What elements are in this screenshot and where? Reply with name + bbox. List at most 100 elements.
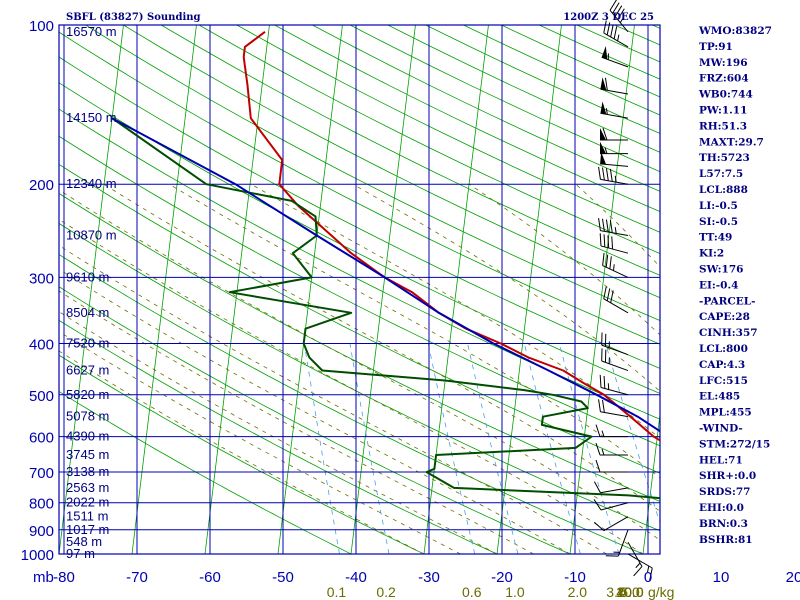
height-label: 2022 m xyxy=(66,495,109,510)
wind-barb xyxy=(600,141,628,155)
dewpoint-line xyxy=(111,117,660,500)
sounding-index: WB0:744 xyxy=(698,89,753,101)
wind-barb xyxy=(598,166,629,185)
pressure-unit: mb xyxy=(33,569,54,586)
pressure-tick-label: 900 xyxy=(29,523,54,540)
parcel-line xyxy=(111,117,660,433)
sounding-index: WMO:83827 xyxy=(698,25,772,37)
pressure-tick-label: 100 xyxy=(29,18,54,35)
barb-flag xyxy=(602,167,605,181)
moist-adiabat-line xyxy=(59,218,644,554)
barb-staff xyxy=(601,56,629,68)
sounding-index: LCL:888 xyxy=(699,184,748,196)
height-label: 97 m xyxy=(66,546,95,561)
pressure-tick-label: 800 xyxy=(29,496,54,513)
sounding-index: CAPE:28 xyxy=(699,311,750,323)
barb-half-flag xyxy=(604,147,608,154)
isotherm-line xyxy=(277,25,343,554)
temperature-tick-label: -20 xyxy=(491,569,513,586)
wind-barb xyxy=(605,529,629,557)
dry-adiabat-line xyxy=(59,222,660,532)
barb-pennant xyxy=(600,77,607,91)
barb-flag xyxy=(633,566,643,577)
barb-flag xyxy=(603,234,606,248)
barb-flag xyxy=(611,236,614,250)
moist-adiabat-line xyxy=(59,189,660,541)
barb-flag xyxy=(603,286,607,299)
wind-barb xyxy=(601,332,629,356)
temperature-tick-label: 10 xyxy=(713,569,730,586)
wind-barb xyxy=(593,499,629,511)
mixing-ratio-unit: g/kg xyxy=(648,584,674,600)
moist-adiabat-line xyxy=(352,183,660,392)
dry-adiabat-line xyxy=(59,390,352,554)
sounding-index: BRN:0.3 xyxy=(699,518,748,530)
height-label: 3745 m xyxy=(66,447,109,462)
height-label: 16570 m xyxy=(66,24,117,39)
mixing-ratio-label: 1.0 xyxy=(505,584,525,600)
dry-adiabat-line xyxy=(59,82,660,394)
barb-flag xyxy=(593,521,605,532)
sounding-index: SI:-0.5 xyxy=(699,216,738,228)
dry-adiabat-line xyxy=(59,163,660,474)
height-label: 1511 m xyxy=(66,509,108,524)
moist-adiabat-line xyxy=(59,290,534,554)
barb-staff xyxy=(600,245,629,254)
temperature-tick-label: -60 xyxy=(199,569,221,586)
barb-flag xyxy=(604,77,608,91)
sounding-index: CINH:357 xyxy=(699,327,758,339)
barb-half-flag xyxy=(614,227,617,234)
wind-barb xyxy=(627,553,653,581)
barb-staff xyxy=(600,387,629,396)
mixing-ratio-label: 2.0 xyxy=(568,584,588,600)
mixing-ratio-label: 10.0 xyxy=(616,584,643,600)
height-label: 548 m xyxy=(66,534,102,549)
sounding-index: TH:5723 xyxy=(699,152,750,164)
wind-barb xyxy=(602,252,629,278)
height-label: 5820 m xyxy=(66,387,109,402)
pressure-tick-label: 200 xyxy=(29,177,54,194)
wind-barb xyxy=(603,286,629,314)
wind-barb xyxy=(595,424,628,438)
temperature-tick-label: -10 xyxy=(564,569,586,586)
sounding-index: RH:51.3 xyxy=(699,120,747,132)
barb-flag xyxy=(595,442,601,456)
barb-flag xyxy=(606,22,611,35)
wind-barb xyxy=(599,233,629,254)
sounding-index: LFC:515 xyxy=(699,375,748,387)
barb-pennant xyxy=(601,46,608,60)
barb-flag xyxy=(614,5,623,17)
sounding-series xyxy=(111,31,660,500)
pressure-tick-label: 1000 xyxy=(21,547,54,564)
height-label: 2563 m xyxy=(66,480,109,495)
sounding-index: TP:91 xyxy=(699,41,733,53)
barb-staff xyxy=(627,553,653,569)
barb-flag xyxy=(612,2,620,14)
barb-half-flag xyxy=(613,264,615,271)
temperature-tick-label: -80 xyxy=(53,569,75,586)
wind-barb xyxy=(595,459,628,473)
wind-barb xyxy=(600,101,629,119)
barb-flag xyxy=(602,252,605,266)
dry-adiabat-line xyxy=(160,25,660,276)
barb-staff xyxy=(602,265,629,278)
mixing-ratio-label: 20.0 xyxy=(616,584,643,600)
sounding-index: SW:176 xyxy=(699,264,743,276)
barb-half-flag xyxy=(619,16,625,23)
barb-flag xyxy=(598,166,601,180)
wind-barb xyxy=(627,541,643,577)
barb-staff xyxy=(601,344,629,356)
barb-staff xyxy=(609,10,629,33)
mixing-ratio-label: 0.2 xyxy=(376,584,396,600)
height-label: 5078 m xyxy=(66,409,109,424)
dry-adiabat-line xyxy=(59,56,660,369)
dry-adiabat-line xyxy=(59,254,644,554)
height-label: 10870 m xyxy=(66,228,117,243)
wind-barb xyxy=(595,442,628,456)
height-label: 14150 m xyxy=(66,110,117,125)
dry-adiabat-line xyxy=(59,354,425,554)
isotherm-line xyxy=(642,411,660,554)
wind-barbs xyxy=(593,0,653,581)
moist-adiabat-line xyxy=(250,183,660,439)
